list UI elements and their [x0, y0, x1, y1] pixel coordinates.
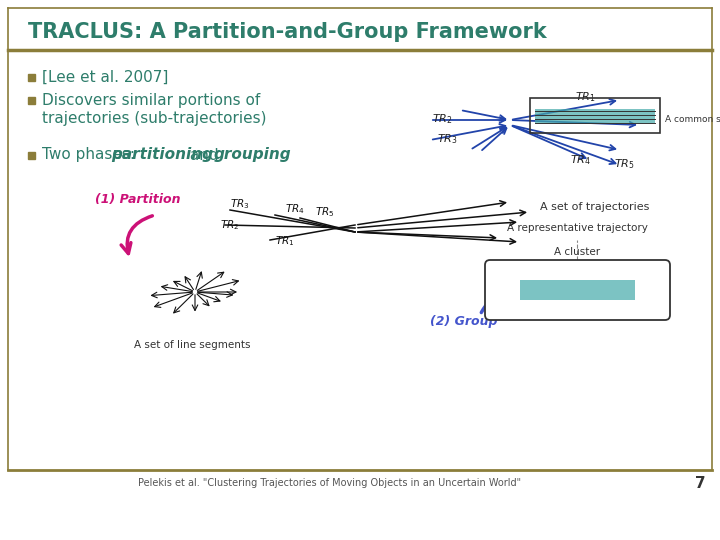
Text: (1) Partition: (1) Partition — [95, 193, 181, 206]
Text: $TR_5$: $TR_5$ — [315, 205, 335, 219]
Text: [Lee et al. 2007]: [Lee et al. 2007] — [42, 70, 168, 84]
Text: $TR_4$: $TR_4$ — [285, 202, 305, 216]
Text: $TR_3$: $TR_3$ — [230, 197, 250, 211]
FancyArrowPatch shape — [481, 282, 523, 313]
Text: 7: 7 — [695, 476, 706, 490]
Text: $TR_1$: $TR_1$ — [275, 234, 294, 248]
Text: partitioning: partitioning — [112, 147, 214, 163]
Text: $TR_2$: $TR_2$ — [432, 112, 453, 126]
Text: $TR_5$: $TR_5$ — [614, 157, 635, 171]
Text: grouping: grouping — [214, 147, 292, 163]
Text: TRACLUS: A Partition-and-Group Framework: TRACLUS: A Partition-and-Group Framework — [28, 22, 546, 42]
Text: Discovers similar portions of: Discovers similar portions of — [42, 92, 260, 107]
Text: A cluster: A cluster — [554, 247, 600, 257]
FancyArrowPatch shape — [121, 216, 153, 254]
Text: $TR_2$: $TR_2$ — [220, 218, 239, 232]
Bar — [28, 97, 35, 104]
Text: $TR_4$: $TR_4$ — [570, 153, 591, 167]
Bar — [28, 152, 35, 159]
Bar — [520, 280, 635, 300]
Text: A common sub-trajectory: A common sub-trajectory — [665, 116, 720, 125]
Text: Pelekis et al. "Clustering Trajectories of Moving Objects in an Uncertain World": Pelekis et al. "Clustering Trajectories … — [138, 478, 521, 488]
Bar — [530, 98, 660, 133]
Text: trajectories (sub-trajectories): trajectories (sub-trajectories) — [42, 111, 266, 125]
Text: A representative trajectory: A representative trajectory — [507, 223, 647, 233]
Text: $TR_3$: $TR_3$ — [437, 132, 458, 146]
FancyBboxPatch shape — [485, 260, 670, 320]
Bar — [28, 73, 35, 80]
Text: $TR_1$: $TR_1$ — [575, 90, 595, 104]
Text: (2) Group: (2) Group — [430, 315, 498, 328]
Text: A set of trajectories: A set of trajectories — [540, 202, 649, 212]
Text: A set of line segments: A set of line segments — [134, 340, 251, 350]
Text: and: and — [184, 147, 223, 163]
Text: Two phases:: Two phases: — [42, 147, 140, 163]
Bar — [535, 109, 655, 123]
